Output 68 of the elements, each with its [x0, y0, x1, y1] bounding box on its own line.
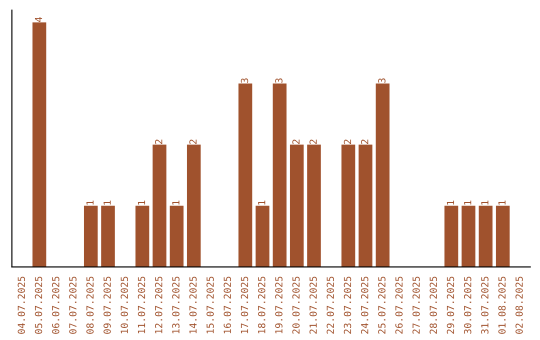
- x-tick-label: 09.07.2025: [104, 276, 111, 334]
- bar: [84, 206, 98, 267]
- bar: [290, 144, 304, 267]
- x-tick-label: 23.07.2025: [344, 276, 352, 334]
- x-tick-label: 17.07.2025: [240, 276, 248, 334]
- bar: [170, 206, 184, 267]
- data-label: 2: [344, 140, 352, 144]
- x-tick-label: 30.07.2025: [464, 276, 472, 334]
- x-tick-label: 18.07.2025: [258, 276, 266, 334]
- x-tick-label: 31.07.2025: [481, 276, 488, 334]
- bar: [272, 84, 287, 267]
- x-tick-label: 12.07.2025: [154, 276, 162, 334]
- bar: [256, 206, 270, 267]
- bar: [444, 206, 458, 267]
- bar: [341, 144, 356, 267]
- bar: [462, 206, 476, 267]
- data-label: 2: [189, 140, 197, 144]
- x-tick-label: 01.08.2025: [498, 276, 506, 334]
- x-tick-label: 27.07.2025: [412, 276, 420, 334]
- bar: [307, 144, 321, 267]
- data-label: 2: [360, 140, 368, 144]
- bar: [238, 84, 252, 267]
- data-label: 1: [104, 200, 111, 205]
- bar: [101, 206, 115, 267]
- x-tick-label: 21.07.2025: [309, 276, 317, 334]
- x-tick-label: 26.07.2025: [395, 276, 403, 334]
- data-label: 1: [464, 200, 472, 205]
- x-tick-label: 20.07.2025: [292, 276, 300, 334]
- data-label: 2: [292, 140, 300, 144]
- bar: [32, 22, 46, 267]
- x-tick-label: 02.08.2025: [515, 276, 523, 334]
- data-label: 3: [378, 78, 386, 83]
- x-tick-label: 28.07.2025: [430, 276, 437, 334]
- bar: [135, 206, 150, 267]
- x-tick-label: 07.07.2025: [69, 276, 77, 334]
- bar: [152, 144, 166, 267]
- data-label: 2: [309, 140, 317, 144]
- x-tick-label: 19.07.2025: [275, 276, 283, 334]
- bar: [186, 144, 201, 267]
- data-label: 3: [275, 78, 283, 83]
- bar: [478, 206, 493, 267]
- x-tick-label: 22.07.2025: [326, 276, 334, 334]
- x-tick-label: 15.07.2025: [206, 276, 214, 334]
- bar: [496, 206, 510, 267]
- data-label: 2: [154, 140, 162, 144]
- data-label: 1: [258, 200, 266, 205]
- x-tick-label: 06.07.2025: [52, 276, 60, 334]
- data-label: 1: [172, 200, 180, 205]
- data-label: 3: [240, 78, 248, 83]
- x-tick-label: 04.07.2025: [18, 276, 26, 334]
- bar: [376, 84, 390, 267]
- data-label: 4: [34, 17, 42, 22]
- data-label: 1: [138, 200, 146, 205]
- x-tick-label: 14.07.2025: [189, 276, 197, 334]
- x-tick-label: 13.07.2025: [172, 276, 180, 334]
- x-tick-label: 16.07.2025: [224, 276, 232, 334]
- data-label: 1: [481, 200, 488, 205]
- bar: [358, 144, 372, 267]
- x-tick-label: 08.07.2025: [86, 276, 94, 334]
- x-tick-label: 11.07.2025: [138, 276, 146, 334]
- data-label: 1: [498, 200, 506, 205]
- data-label: 1: [446, 200, 454, 205]
- x-tick-label: 29.07.2025: [446, 276, 454, 334]
- x-tick-label: 24.07.2025: [360, 276, 368, 334]
- x-tick-label: 05.07.2025: [34, 276, 42, 334]
- data-label: 1: [86, 200, 94, 205]
- x-tick-label: 25.07.2025: [378, 276, 386, 334]
- x-tick-label: 10.07.2025: [120, 276, 128, 334]
